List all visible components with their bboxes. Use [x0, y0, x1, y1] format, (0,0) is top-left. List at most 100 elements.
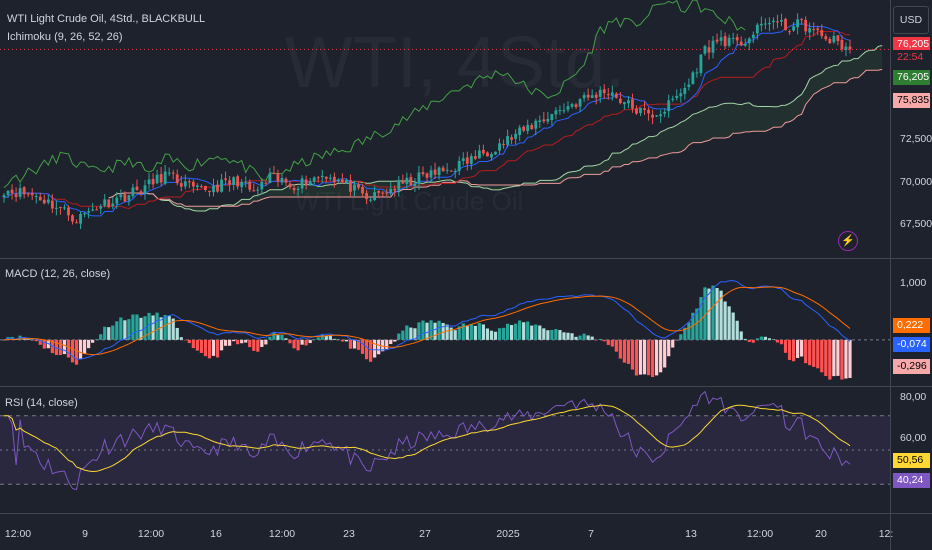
candle-body — [119, 194, 123, 198]
candle-body — [498, 143, 501, 151]
candle-body — [719, 37, 723, 41]
macd-histogram-bar — [123, 320, 127, 340]
symbol-title[interactable]: WTI Light Crude Oil, 4Std., BLACKBULL — [7, 13, 206, 25]
candle-body — [183, 181, 187, 187]
macd-histogram-bar — [183, 339, 187, 341]
macd-histogram-bar — [413, 328, 417, 340]
candle-body — [453, 170, 457, 173]
candle-body — [663, 111, 667, 114]
candle-body — [236, 176, 240, 187]
macd-histogram-bar — [735, 320, 739, 340]
macd-histogram-bar — [622, 339, 627, 363]
macd-histogram-bar — [219, 339, 224, 351]
candle-body — [635, 108, 638, 114]
macd-histogram-bar — [522, 322, 526, 340]
candle-body — [268, 173, 272, 183]
macd-histogram-bar — [493, 331, 498, 340]
macd-tick: 1,000 — [900, 277, 927, 289]
macd-histogram-bar — [147, 312, 151, 340]
candle-body — [643, 108, 646, 111]
candle-body — [365, 193, 368, 200]
candle-body — [71, 215, 74, 222]
candle-body — [115, 197, 119, 204]
candle-body — [123, 194, 127, 202]
macd-histogram-bar — [256, 339, 260, 352]
macd-histogram-bar — [151, 315, 155, 340]
candle-body — [751, 34, 755, 39]
candle-body — [91, 209, 95, 211]
candle-body — [655, 115, 659, 117]
candle-body — [522, 126, 526, 131]
currency-button[interactable]: USD — [893, 6, 929, 34]
candle-body — [820, 30, 824, 37]
candle-body — [772, 20, 775, 23]
candle-body — [167, 172, 171, 174]
candle-body — [562, 110, 566, 112]
candle-body — [667, 100, 671, 112]
candle-body — [739, 41, 743, 46]
candle-body — [6, 190, 10, 195]
macd-histogram-bar — [280, 335, 284, 340]
macd-histogram-bar — [368, 339, 373, 362]
rsi-legend[interactable]: RSI (14, close) — [5, 397, 78, 409]
macd-histogram-bar — [288, 339, 292, 344]
macd-histogram-bar — [683, 327, 687, 340]
candle-body — [316, 177, 320, 179]
macd-histogram-bar — [453, 330, 457, 340]
time-tick: 2025 — [496, 528, 520, 540]
macd-histogram-bar — [127, 319, 131, 340]
candle-body — [127, 195, 131, 201]
candle-body — [828, 38, 832, 43]
macd-histogram-bar — [634, 339, 639, 376]
candle-body — [401, 181, 405, 184]
macd-histogram-bar — [344, 339, 349, 342]
candle-body — [30, 193, 34, 196]
macd-histogram-bar — [699, 297, 703, 340]
macd-histogram-bar — [389, 339, 393, 345]
candle-body — [695, 72, 699, 74]
macd-histogram-bar — [812, 339, 816, 367]
macd-histogram-bar — [489, 330, 494, 340]
candle-body — [502, 144, 505, 146]
candle-body — [743, 43, 747, 46]
candle-body — [34, 195, 38, 197]
candle-body — [457, 160, 461, 172]
macd-histogram-bar — [292, 339, 296, 349]
candle-body — [574, 104, 578, 108]
macd-histogram-bar — [175, 327, 179, 340]
macd-legend[interactable]: MACD (12, 26, close) — [5, 268, 111, 280]
macd-histogram-bar — [832, 339, 836, 377]
candle-body — [393, 188, 397, 191]
time-tick: 9 — [82, 528, 88, 540]
candle-body — [385, 192, 389, 194]
ichimoku-legend[interactable]: Ichimoku (9, 26, 52, 26) — [7, 31, 123, 43]
candle-body — [195, 185, 199, 188]
macd-histogram-bar — [115, 321, 119, 340]
candle-body — [50, 200, 54, 209]
candle-body — [284, 178, 288, 183]
rsi-line — [4, 390, 851, 491]
macd-histogram-bar — [751, 339, 755, 343]
candle-body — [22, 187, 26, 195]
candle-body — [784, 18, 787, 31]
macd-histogram-bar — [417, 322, 421, 340]
lightning-icon[interactable]: ⚡ — [838, 231, 858, 251]
macd-histogram-bar — [381, 339, 385, 352]
candle-body — [530, 125, 534, 130]
candle-body — [808, 28, 812, 33]
candle-body — [518, 127, 522, 135]
candle-body — [558, 110, 562, 112]
candle-body — [300, 178, 304, 189]
macd-histogram-bar — [87, 339, 91, 349]
macd-histogram-bar — [264, 339, 268, 345]
macd-histogram-bar — [348, 339, 353, 349]
macd-histogram-bar — [775, 339, 780, 343]
macd-histogram-bar — [582, 333, 586, 340]
candle-body — [42, 199, 46, 204]
macd-histogram-bar — [787, 339, 792, 360]
macd-histogram-bar — [477, 323, 481, 340]
candle-body — [304, 179, 308, 186]
candle-body — [429, 170, 433, 178]
candle-body — [570, 104, 574, 107]
